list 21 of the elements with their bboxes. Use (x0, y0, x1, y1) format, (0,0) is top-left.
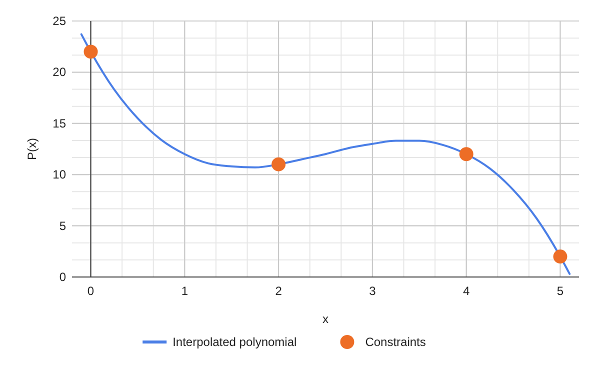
y-tick-label: 25 (52, 14, 66, 28)
y-axis-title: P(x) (25, 138, 39, 160)
x-tick-label: 4 (462, 284, 470, 298)
point (272, 157, 286, 172)
x-tick-label: 3 (369, 284, 376, 298)
x-tick-label: 2 (275, 284, 282, 298)
y-tick-label: 10 (52, 168, 66, 182)
x-tick-label: 5 (556, 284, 564, 298)
y-tick-label: 20 (52, 65, 66, 80)
point (459, 147, 474, 162)
y-tick-label: 0 (59, 270, 66, 284)
legend-label: Interpolated polynomial (172, 335, 297, 349)
y-tick-label: 5 (59, 218, 66, 233)
legend-label: Constraints (365, 335, 426, 349)
point (553, 250, 568, 264)
y-tick-label: 15 (52, 116, 66, 130)
x-tick-label: 0 (87, 284, 94, 298)
point (84, 44, 98, 59)
x-tick-label: 1 (181, 284, 188, 298)
x-axis-title: x (322, 312, 328, 326)
line-series (80, 33, 571, 275)
